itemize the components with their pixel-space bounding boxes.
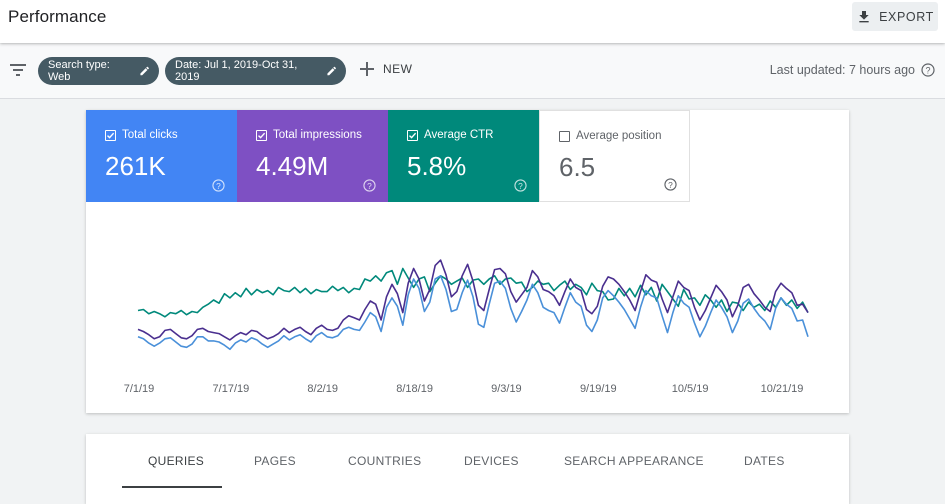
metric-value: 5.8% [407,151,467,181]
help-icon[interactable]: ? [363,179,376,192]
svg-text:?: ? [367,181,372,191]
tab-devices[interactable]: DEVICES [464,454,519,468]
active-tab-indicator [122,486,222,488]
export-label: EXPORT [879,9,934,24]
search-type-chip-label: Search type: Web [48,59,110,83]
filter-bar: Search type: Web Date: Jul 1, 2019-Oct 3… [0,44,945,99]
app-header: Performance EXPORT [0,0,945,43]
x-tick-label: 9/3/19 [491,383,522,395]
metric-value: 261K [105,151,166,181]
checkbox-checked-icon[interactable] [407,129,418,141]
page-title: Performance [8,7,107,26]
metric-label: Total clicks [122,129,178,141]
metric-label: Total impressions [273,129,362,141]
date-range-chip-label: Date: Jul 1, 2019-Oct 31, 2019 [175,59,298,83]
tab-search-appearance[interactable]: SEARCH APPEARANCE [564,454,704,468]
metric-label-row: Total clicks [105,129,178,141]
help-icon[interactable]: ? [664,178,677,191]
checkbox-unchecked-icon[interactable] [559,130,570,142]
help-icon[interactable]: ? [921,63,935,77]
dimension-tabs: QUERIES PAGES COUNTRIES DEVICES SEARCH A… [86,434,849,504]
help-icon[interactable]: ? [514,179,527,192]
metric-value: 6.5 [559,152,596,182]
metric-label-row: Total impressions [256,129,362,141]
new-filter-label: NEW [383,62,413,76]
x-tick-label: 7/17/19 [213,383,250,395]
download-icon [859,10,869,22]
metric-average-position[interactable]: Average position 6.5 ? [539,110,690,202]
metric-average-ctr[interactable]: Average CTR 5.8% ? [388,110,539,202]
new-filter-button[interactable]: NEW [360,62,413,76]
svg-text:?: ? [518,181,523,191]
tab-countries[interactable]: COUNTRIES [348,454,422,468]
x-tick-label: 10/21/19 [761,383,804,395]
svg-text:?: ? [925,66,930,76]
chart-series-line-2 [137,275,809,351]
last-updated-text: Last updated: 7 hours ago [769,63,915,77]
checkbox-checked-icon[interactable] [105,129,116,141]
metric-label: Average CTR [424,129,494,141]
help-icon[interactable]: ? [212,179,225,192]
search-type-chip[interactable]: Search type: Web [38,57,159,85]
checkbox-checked-icon[interactable] [256,129,267,141]
last-updated: Last updated: 7 hours ago ? [770,63,935,77]
x-tick-label: 8/2/19 [307,383,338,395]
metric-label-row: Average CTR [407,129,493,141]
plus-icon [360,62,374,76]
x-tick-label: 9/19/19 [580,383,617,395]
chart-series-line-1 [137,259,809,341]
metric-value: 4.49M [256,151,329,181]
performance-chart: 7/1/19 7/17/19 8/2/19 8/18/19 9/3/19 9/19/19 1… [124,259,809,395]
metric-label: Average position [576,130,662,142]
tab-queries[interactable]: QUERIES [148,454,205,468]
tab-pages[interactable]: PAGES [254,454,296,468]
metric-total-impressions[interactable]: Total impressions 4.49M ? [237,110,388,202]
date-range-chip[interactable]: Date: Jul 1, 2019-Oct 31, 2019 [165,57,346,85]
performance-card: Total clicks 261K ? Total impressions 4.… [86,110,849,413]
x-tick-label: 10/5/19 [672,383,709,395]
export-button[interactable]: EXPORT [852,2,938,31]
metric-total-clicks[interactable]: Total clicks 261K ? [86,110,237,202]
svg-text:?: ? [216,181,221,191]
filter-icon[interactable] [9,63,27,77]
x-tick-label: 8/18/19 [396,383,433,395]
chart-series-line-0 [137,267,809,318]
svg-text:?: ? [668,180,673,190]
edit-icon[interactable] [326,65,337,77]
tab-dates[interactable]: DATES [744,454,785,468]
metric-label-row: Average position [559,130,661,142]
x-tick-label: 7/1/19 [124,383,155,395]
edit-icon[interactable] [139,65,150,77]
